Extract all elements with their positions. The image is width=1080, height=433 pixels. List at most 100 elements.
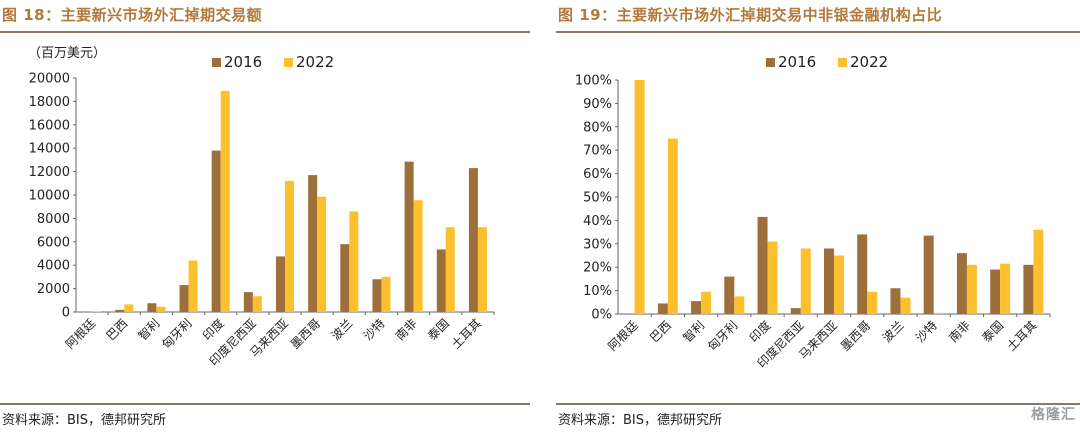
bar-2022 bbox=[445, 227, 455, 312]
legend-label-2022: 2022 bbox=[850, 53, 888, 71]
x-category-label: 巴西 bbox=[647, 318, 674, 345]
bar-2016 bbox=[657, 303, 668, 314]
x-category-label: 土耳其 bbox=[449, 316, 484, 351]
x-category-label: 南非 bbox=[945, 318, 973, 346]
bar-2016 bbox=[243, 292, 253, 312]
right-bar-chart: 0% 10% 20% 30% 40% 50% 60% 70% 80% 90% 100% 阿根廷 巴西 智利… bbox=[575, 53, 1051, 371]
bar-2022 bbox=[92, 311, 102, 312]
bar-2022 bbox=[413, 200, 423, 312]
x-category-label: 墨西哥 bbox=[838, 318, 873, 353]
x-category-label: 智利 bbox=[680, 318, 708, 346]
bar-2016 bbox=[340, 244, 350, 312]
y-tick-label: 0% bbox=[591, 308, 612, 323]
y-tick-label: 6000 bbox=[37, 235, 70, 250]
bar-2016 bbox=[824, 248, 834, 314]
bar-2022 bbox=[124, 304, 134, 312]
bar-2016 bbox=[308, 175, 318, 312]
left-unit-label: （百万美元） bbox=[28, 46, 107, 61]
bar-2022 bbox=[1033, 229, 1044, 314]
bar-2022 bbox=[349, 211, 359, 312]
bar-2022 bbox=[900, 297, 911, 314]
bar-2022 bbox=[634, 80, 645, 314]
bar-2022 bbox=[734, 296, 745, 314]
y-tick-label: 0 bbox=[62, 306, 70, 321]
bar-2022 bbox=[800, 248, 811, 314]
x-category-label: 印度 bbox=[199, 316, 227, 344]
y-tick-label: 18000 bbox=[29, 95, 70, 110]
bar-2016 bbox=[691, 301, 702, 314]
right-source-text: 资料来源：BIS，德邦研究所 bbox=[558, 413, 723, 428]
x-category-label: 波兰 bbox=[329, 316, 356, 343]
right-title-rule bbox=[556, 31, 1080, 33]
bar-2022 bbox=[477, 227, 487, 312]
bar-2022 bbox=[834, 255, 844, 314]
right-chart-title: 图 19：主要新兴市场外汇掉期交易中非银金融机构占比 bbox=[558, 6, 943, 24]
x-category-label: 巴西 bbox=[103, 316, 130, 343]
x-category-label: 阿根廷 bbox=[605, 318, 640, 353]
x-category-label: 匈牙利 bbox=[159, 316, 194, 351]
bar-2022 bbox=[701, 291, 712, 314]
x-category-label: 阿根廷 bbox=[63, 316, 98, 351]
bar-2016 bbox=[468, 168, 478, 312]
left-source-text: 资料来源：BIS，德邦研究所 bbox=[2, 413, 167, 428]
y-tick-label: 8000 bbox=[37, 212, 70, 227]
watermark-logo: 格隆汇 bbox=[1031, 407, 1076, 423]
bar-2016 bbox=[179, 285, 189, 312]
x-category-label: 智利 bbox=[135, 316, 163, 344]
legend-swatch-2022 bbox=[838, 58, 847, 67]
y-tick-label: 20000 bbox=[29, 72, 70, 87]
x-category-label: 匈牙利 bbox=[705, 318, 740, 353]
y-tick-label: 10% bbox=[583, 284, 612, 299]
bar-2022 bbox=[381, 276, 391, 312]
y-tick-label: 10000 bbox=[29, 189, 70, 204]
right-panel: 图 19：主要新兴市场外汇掉期交易中非银金融机构占比 0% 10% 20% 30% 40… bbox=[556, 0, 1080, 433]
y-tick-label: 90% bbox=[583, 97, 612, 112]
y-tick-label: 100% bbox=[575, 74, 612, 89]
x-category-label: 南非 bbox=[392, 316, 420, 344]
legend-label-2016: 2016 bbox=[778, 53, 816, 71]
bar-2016 bbox=[923, 235, 934, 314]
y-tick-label: 80% bbox=[583, 120, 612, 135]
left-bar-chart: 0 2000 4000 6000 8000 10000 12000 14000 16000 180… bbox=[29, 53, 495, 369]
y-tick-label: 50% bbox=[583, 191, 612, 206]
y-tick-label: 60% bbox=[583, 167, 612, 182]
y-tick-label: 12000 bbox=[29, 165, 70, 180]
bar-2016 bbox=[372, 279, 382, 312]
bar-2022 bbox=[188, 260, 198, 312]
x-category-label: 泰国 bbox=[979, 318, 1006, 345]
bar-2016 bbox=[211, 150, 221, 312]
x-category-label: 沙特 bbox=[360, 316, 388, 344]
legend-label-2022: 2022 bbox=[296, 53, 334, 71]
bar-2022 bbox=[1000, 263, 1011, 314]
left-source-rule bbox=[0, 403, 530, 405]
bar-2016 bbox=[990, 269, 1001, 314]
bar-2016 bbox=[956, 253, 967, 314]
bar-2022 bbox=[933, 312, 944, 314]
bar-2016 bbox=[724, 276, 735, 314]
bar-2022 bbox=[252, 296, 262, 312]
y-tick-label: 4000 bbox=[37, 259, 70, 274]
right-source-rule bbox=[556, 403, 1080, 405]
x-category-label: 印度 bbox=[746, 318, 774, 346]
y-tick-label: 40% bbox=[583, 214, 612, 229]
bar-2016 bbox=[276, 256, 285, 312]
bar-2022 bbox=[767, 241, 778, 314]
y-tick-label: 16000 bbox=[29, 118, 70, 133]
bar-2016 bbox=[1023, 264, 1034, 314]
bar-2016 bbox=[115, 309, 125, 312]
bar-2016 bbox=[790, 308, 801, 314]
x-category-label: 沙特 bbox=[912, 318, 940, 346]
bar-2022 bbox=[285, 180, 294, 312]
left-chart-title: 图 18：主要新兴市场外汇掉期交易额 bbox=[2, 6, 263, 24]
left-title-rule bbox=[0, 31, 530, 33]
x-category-label: 泰国 bbox=[425, 316, 452, 343]
bar-2016 bbox=[857, 234, 868, 314]
bar-2016 bbox=[404, 161, 414, 312]
bar-2016 bbox=[757, 216, 768, 314]
legend-swatch-2022 bbox=[284, 58, 293, 67]
bar-2022 bbox=[220, 90, 230, 313]
bar-2016 bbox=[890, 288, 901, 314]
left-panel: 图 18：主要新兴市场外汇掉期交易额 （百万美元） 0 2000 4000 6000 8… bbox=[0, 0, 530, 433]
y-tick-label: 14000 bbox=[29, 142, 70, 157]
y-tick-label: 70% bbox=[583, 144, 612, 159]
